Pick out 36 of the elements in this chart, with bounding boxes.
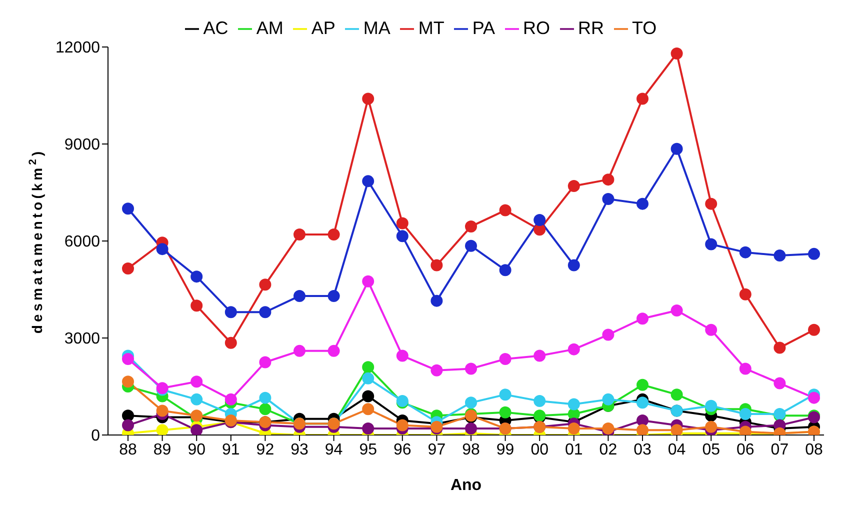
x-tick-label: 91 [222, 441, 240, 458]
legend-label: AP [311, 18, 336, 38]
x-tick-label: 99 [496, 441, 514, 458]
x-tick-label: 90 [188, 441, 206, 458]
y-tick-label: 9000 [64, 136, 100, 154]
x-tick-label: 97 [428, 441, 446, 458]
x-tick-label: 95 [359, 441, 378, 458]
x-tick-label: 98 [462, 441, 480, 458]
x-tick-label: 02 [599, 441, 618, 458]
legend-label: MT [418, 18, 444, 38]
x-tick-label: 96 [394, 441, 412, 458]
x-tick-label: 89 [153, 441, 172, 458]
x-tick-label: 88 [119, 441, 137, 458]
x-tick-label: 05 [702, 441, 720, 458]
legend-label: PA [472, 18, 496, 38]
x-axis-title: Ano [450, 477, 482, 494]
legend-label: MA [363, 18, 390, 38]
legend-label: TO [632, 18, 657, 38]
x-tick-label: 94 [324, 441, 343, 458]
x-tick-label: 92 [256, 441, 274, 458]
x-tick-label: 01 [565, 441, 583, 458]
y-tick-label: 3000 [64, 330, 100, 348]
x-tick-label: 08 [805, 441, 823, 458]
legend-label: RO [523, 18, 550, 38]
legend-label: AC [203, 18, 228, 38]
x-tick-label: 00 [530, 441, 549, 458]
x-tick-label: 93 [290, 441, 308, 458]
y-tick-label: 12000 [56, 40, 100, 57]
x-tick-label: 04 [668, 441, 686, 458]
x-tick-label: 07 [770, 441, 789, 458]
legend-label: RR [578, 18, 604, 38]
x-tick-label: 03 [634, 441, 652, 458]
y-tick-label: 0 [91, 428, 100, 445]
x-tick-label: 06 [736, 441, 754, 458]
legend-label: AM [256, 18, 284, 38]
y-tick-label: 6000 [64, 234, 100, 251]
